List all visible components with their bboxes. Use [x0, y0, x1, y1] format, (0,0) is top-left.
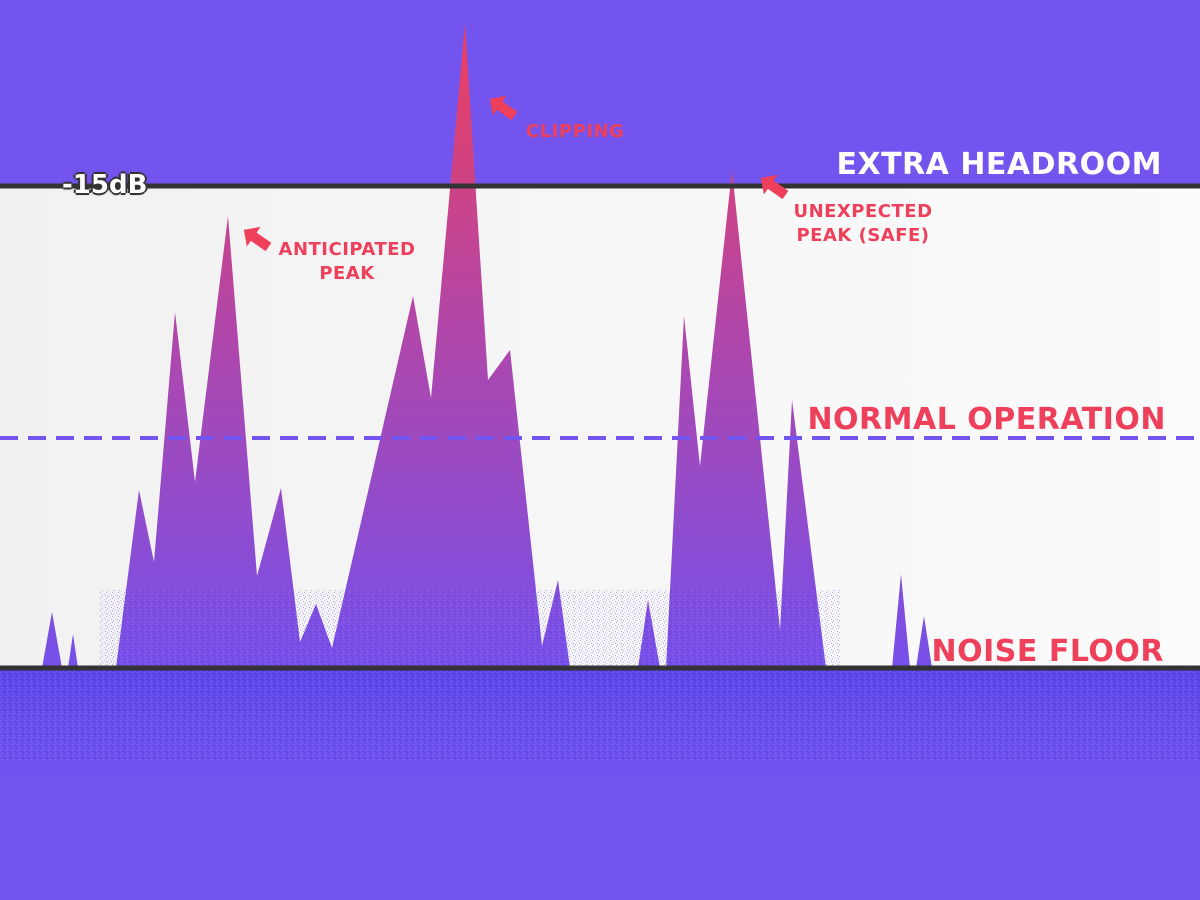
- waveform-peak: [892, 574, 910, 668]
- extra-headroom-label: EXTRA HEADROOM: [836, 147, 1162, 182]
- unexpected-peak-line1: UNEXPECTED: [793, 201, 933, 222]
- anticipated-peak-annotation: ANTICIPATED PEAK: [272, 238, 422, 286]
- waveform-peak: [68, 634, 78, 668]
- top-marker-label: -15dB: [62, 170, 148, 200]
- waveform-peak: [42, 612, 62, 668]
- noise-floor-label: NOISE FLOOR: [931, 634, 1164, 669]
- unexpected-peak-annotation: UNEXPECTED PEAK (SAFE): [788, 200, 938, 248]
- normal-operation-label: NORMAL OPERATION: [807, 402, 1166, 437]
- arrow-pointer-icon: [243, 226, 272, 252]
- anticipated-peak-line1: ANTICIPATED: [278, 239, 416, 260]
- clipping-annotation: CLIPPING: [526, 121, 625, 142]
- arrow-pointer-icon: [489, 95, 518, 121]
- waveform-peak: [916, 616, 932, 668]
- waveform-grain: [100, 590, 840, 668]
- noise-grain: [0, 670, 1200, 760]
- anticipated-peak-line2: PEAK: [319, 263, 375, 284]
- unexpected-peak-line2: PEAK (SAFE): [796, 225, 930, 246]
- arrow-pointer-icon: [760, 174, 789, 200]
- waveform-peak-unexpected: [666, 170, 826, 668]
